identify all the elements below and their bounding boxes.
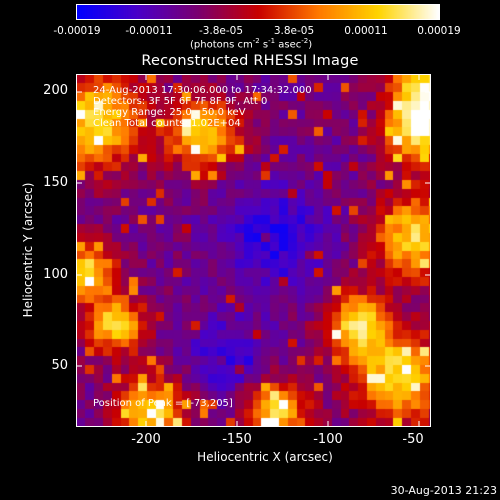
colorbar-tick-label: -0.00019 xyxy=(53,25,101,37)
colorbar xyxy=(76,4,440,20)
y-tick-label: 50 xyxy=(51,358,68,373)
x-tick-label: -200 xyxy=(131,432,161,447)
colorbar-tick-label: -0.00011 xyxy=(125,25,173,37)
info-clean-counts: Clean Total counts: 1.02E+04 xyxy=(93,118,241,129)
y-tick-label: 100 xyxy=(43,267,68,282)
image-plot-area: 24-Aug-2013 17:30:06.000 to 17:34:32.000… xyxy=(76,74,431,427)
x-tick-label: -50 xyxy=(402,432,424,447)
colorbar-tick-label: 3.8e-05 xyxy=(273,25,315,37)
peak-position: Position of Peak = [-73,205] xyxy=(93,398,233,409)
colorbar-tick-label: -3.8e-05 xyxy=(198,25,244,37)
x-tick-label: -100 xyxy=(313,432,343,447)
info-detectors: Detectors: 3F 5F 6F 7F 8F 9F, Att 0 xyxy=(93,96,268,107)
colorbar-units: (photons cm-2 s-1 asec-2) xyxy=(190,37,313,51)
info-time-range: 24-Aug-2013 17:30:06.000 to 17:34:32.000 xyxy=(93,85,312,96)
y-axis-label: Heliocentric Y (arcsec) xyxy=(21,182,35,318)
y-tick-label: 150 xyxy=(43,175,68,190)
x-tick-label: -150 xyxy=(222,432,252,447)
colorbar-tick-label: 0.00019 xyxy=(417,25,461,37)
rhessi-heatmap-image xyxy=(77,75,430,426)
plot-title: Reconstructed RHESSI Image xyxy=(141,53,359,69)
y-tick-label: 200 xyxy=(43,83,68,98)
plot-timestamp: 30-Aug-2013 21:23 xyxy=(390,484,497,497)
colorbar-tick-label: 0.00011 xyxy=(344,25,388,37)
info-energy-range: Energy Range: 25.0 - 50.0 keV xyxy=(93,107,246,118)
x-axis-label: Heliocentric X (arcsec) xyxy=(197,450,333,464)
